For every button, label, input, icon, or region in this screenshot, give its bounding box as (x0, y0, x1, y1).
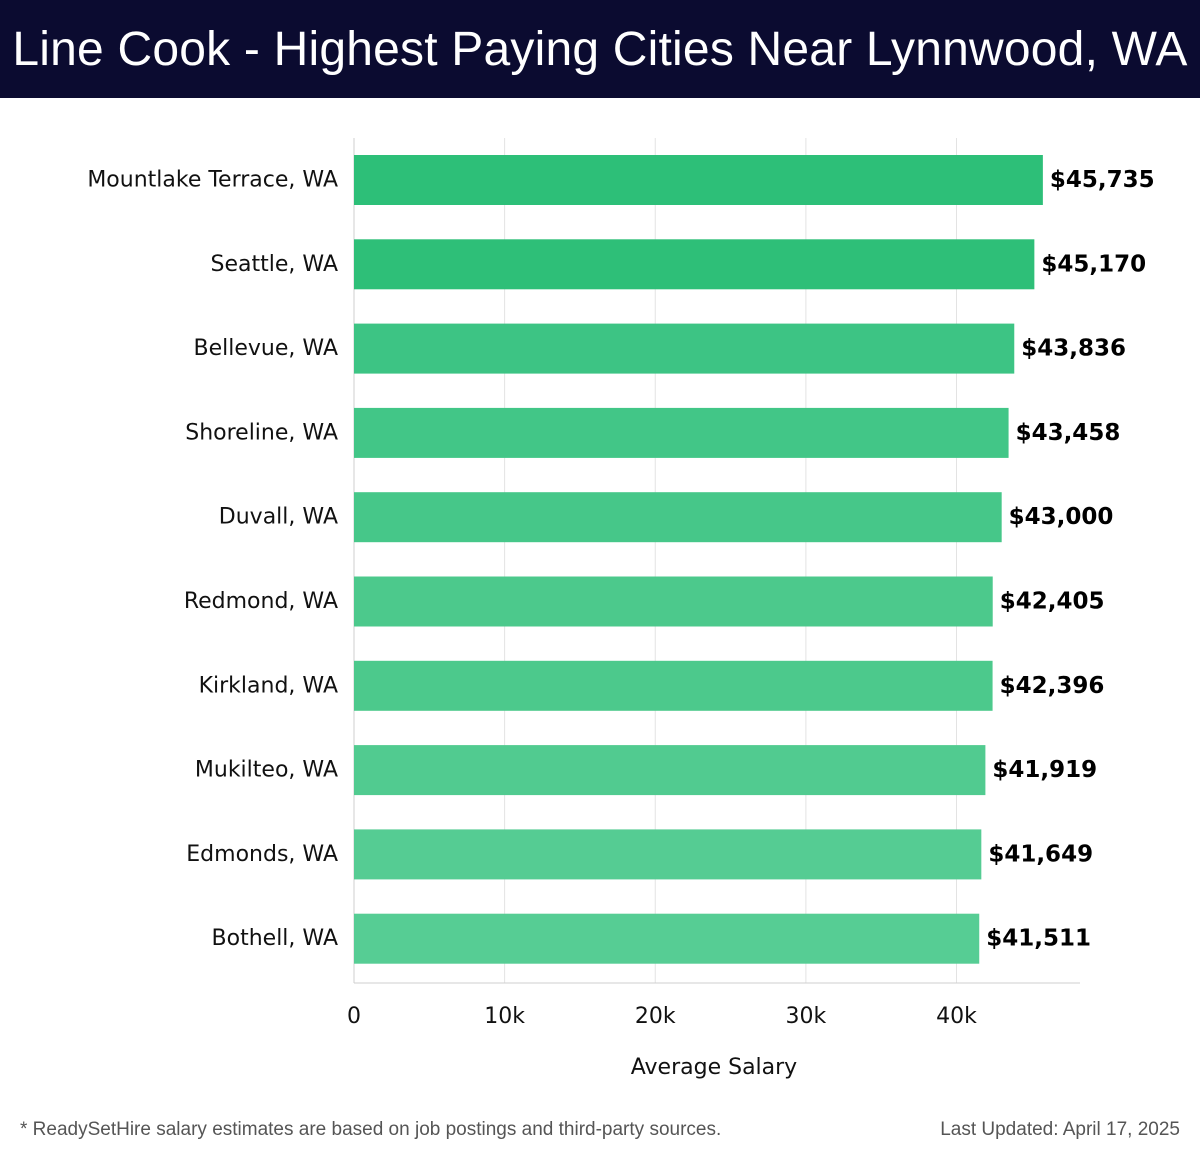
last-updated: Last Updated: April 17, 2025 (940, 1119, 1180, 1140)
category-label: Redmond, WA (184, 589, 338, 614)
page-title: Line Cook - Highest Paying Cities Near L… (12, 22, 1188, 76)
bar (354, 745, 986, 796)
bar (354, 323, 1015, 374)
bar (354, 492, 1002, 543)
value-label: $45,735 (1050, 167, 1155, 193)
value-label: $43,458 (1016, 420, 1121, 446)
value-label: $41,649 (988, 841, 1093, 867)
category-label: Bothell, WA (212, 926, 338, 951)
x-tick-label: 20k (635, 1004, 676, 1029)
value-label: $41,919 (992, 757, 1097, 783)
category-label: Seattle, WA (211, 252, 338, 277)
x-axis-title: Average Salary (631, 1055, 797, 1080)
bar (354, 239, 1035, 290)
category-label: Duvall, WA (219, 505, 338, 530)
value-label: $42,405 (1000, 589, 1105, 615)
category-label: Kirkland, WA (199, 673, 338, 698)
value-label: $45,170 (1041, 251, 1146, 277)
value-label: $42,396 (1000, 673, 1105, 699)
bar (354, 407, 1009, 458)
value-label: $41,511 (986, 926, 1091, 952)
bar (354, 660, 993, 711)
salary-bar-chart: Mountlake Terrace, WA $45,735 Seattle, WA $… (87, 138, 1155, 1080)
bar (354, 576, 993, 627)
x-tick-label: 30k (786, 1004, 827, 1029)
bar (354, 155, 1043, 205)
value-label: $43,836 (1021, 336, 1126, 362)
bar (354, 829, 982, 880)
bar (354, 913, 980, 964)
category-label: Shoreline, WA (185, 420, 338, 445)
x-tick-label: 40k (936, 1004, 977, 1029)
category-label: Mukilteo, WA (195, 758, 338, 783)
footnote: * ReadySetHire salary estimates are base… (20, 1119, 722, 1140)
category-label: Edmonds, WA (186, 842, 338, 867)
x-tick-label: 10k (484, 1004, 525, 1029)
header-banner: Line Cook - Highest Paying Cities Near L… (0, 0, 1200, 98)
category-label: Mountlake Terrace, WA (87, 168, 338, 193)
x-tick-label: 0 (347, 1004, 361, 1029)
value-label: $43,000 (1009, 504, 1114, 530)
category-label: Bellevue, WA (194, 336, 338, 361)
